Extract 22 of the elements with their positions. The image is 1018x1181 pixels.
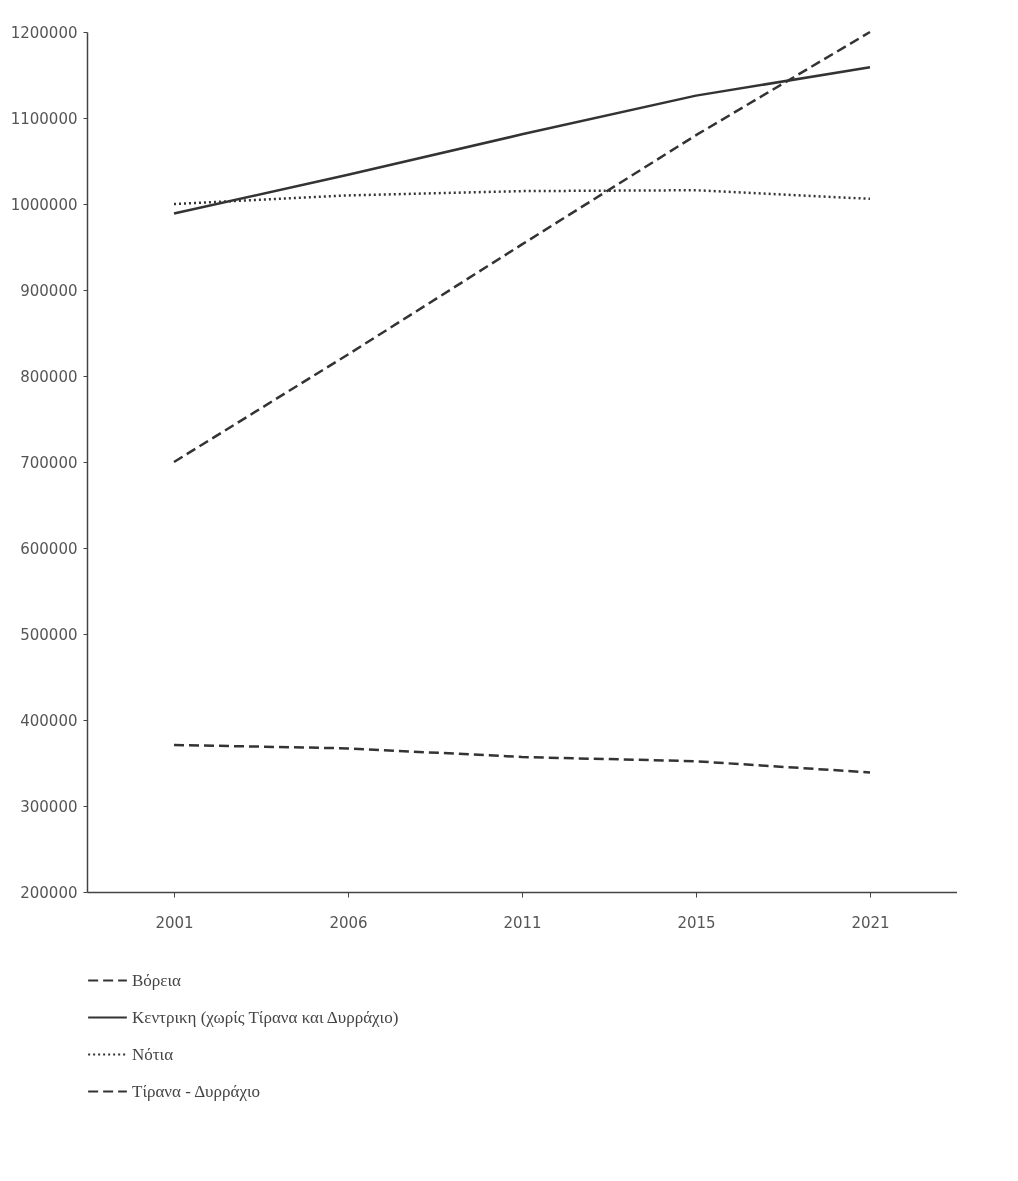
x-tick-label: 2011 — [503, 913, 542, 932]
y-tick-label: 200000 — [20, 883, 78, 902]
y-tick-label: 1000000 — [10, 195, 78, 214]
legend-label: Τίρανα - Δυρράχιο — [132, 1081, 261, 1101]
line-series — [172, 30, 872, 464]
x-tick-label: 2021 — [851, 913, 890, 932]
y-tick-label: 300000 — [20, 797, 78, 816]
line-series — [172, 743, 872, 774]
y-tick-label: 1200000 — [10, 23, 78, 42]
legend-label: Νότια — [132, 1044, 174, 1064]
legend-label: Κεντρικη (χωρίς Τίρανα και Δυρράχιο) — [132, 1007, 399, 1027]
x-tick-label: 2006 — [329, 913, 368, 932]
y-tick-label: 900000 — [20, 281, 78, 300]
y-tick-label: 600000 — [20, 539, 78, 558]
y-tick-label: 800000 — [20, 367, 78, 386]
x-tick-label: 2015 — [677, 913, 716, 932]
y-tick-label: 1100000 — [10, 109, 78, 128]
y-tick-label: 700000 — [20, 453, 78, 472]
x-tick-label: 2001 — [155, 913, 194, 932]
y-tick-label: 400000 — [20, 711, 78, 730]
y-tick-label: 500000 — [20, 625, 78, 644]
legend-label: Βόρεια — [132, 970, 182, 990]
